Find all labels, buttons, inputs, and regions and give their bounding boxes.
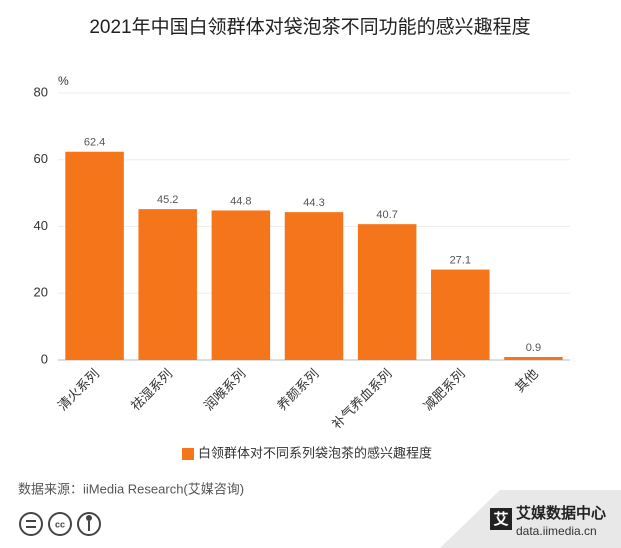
y-tick-label: 40	[34, 218, 48, 233]
y-tick-label: 60	[34, 151, 48, 166]
y-axis-label: %	[58, 74, 69, 88]
x-tick-label: 其他	[512, 366, 541, 395]
y-tick-label: 0	[41, 351, 48, 366]
source: 数据来源：iiMedia Research(艾媒咨询)	[18, 481, 244, 496]
svg-text:cc: cc	[55, 519, 65, 529]
legend-label: 白领群体对不同系列袋泡茶的感兴趣程度	[198, 445, 432, 460]
bar	[504, 356, 563, 360]
value-label: 27.1	[450, 254, 471, 266]
value-label: 40.7	[376, 209, 397, 221]
value-label: 45.2	[157, 194, 178, 206]
x-tick-label: 润喉系列	[201, 366, 248, 413]
y-tick-label: 80	[34, 84, 48, 99]
license-icons: cc	[19, 512, 101, 536]
x-tick-label: 减肥系列	[420, 366, 467, 413]
bar	[357, 224, 417, 360]
logo-icon-text: 艾	[493, 511, 508, 528]
value-label: 44.8	[230, 195, 251, 207]
bar	[211, 210, 271, 360]
x-tick-label: 养颜系列	[274, 366, 321, 413]
legend-swatch	[182, 448, 194, 460]
y-tick-label: 20	[34, 285, 48, 300]
logo-band	[440, 490, 621, 548]
x-tick-label: 补气养血系列	[329, 366, 395, 432]
bar	[284, 212, 344, 360]
bar	[138, 209, 197, 360]
x-tick-label: 清火系列	[55, 366, 102, 413]
value-label: 0.9	[526, 342, 541, 354]
logo-title: 艾媒数据中心	[516, 504, 606, 522]
x-tick-label: 祛湿系列	[128, 366, 175, 413]
value-label: 62.4	[84, 137, 105, 149]
value-label: 44.3	[303, 197, 324, 209]
logo-icon	[490, 508, 512, 530]
logo-url: data.iimedia.cn	[516, 524, 597, 538]
bar	[431, 269, 490, 360]
bar	[65, 151, 124, 360]
chart-title: 2021年中国白领群体对袋泡茶不同功能的感兴趣程度	[89, 16, 530, 38]
